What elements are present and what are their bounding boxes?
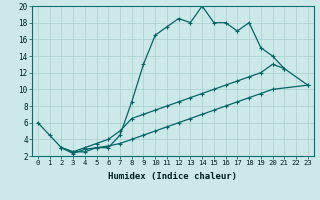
X-axis label: Humidex (Indice chaleur): Humidex (Indice chaleur) <box>108 172 237 181</box>
